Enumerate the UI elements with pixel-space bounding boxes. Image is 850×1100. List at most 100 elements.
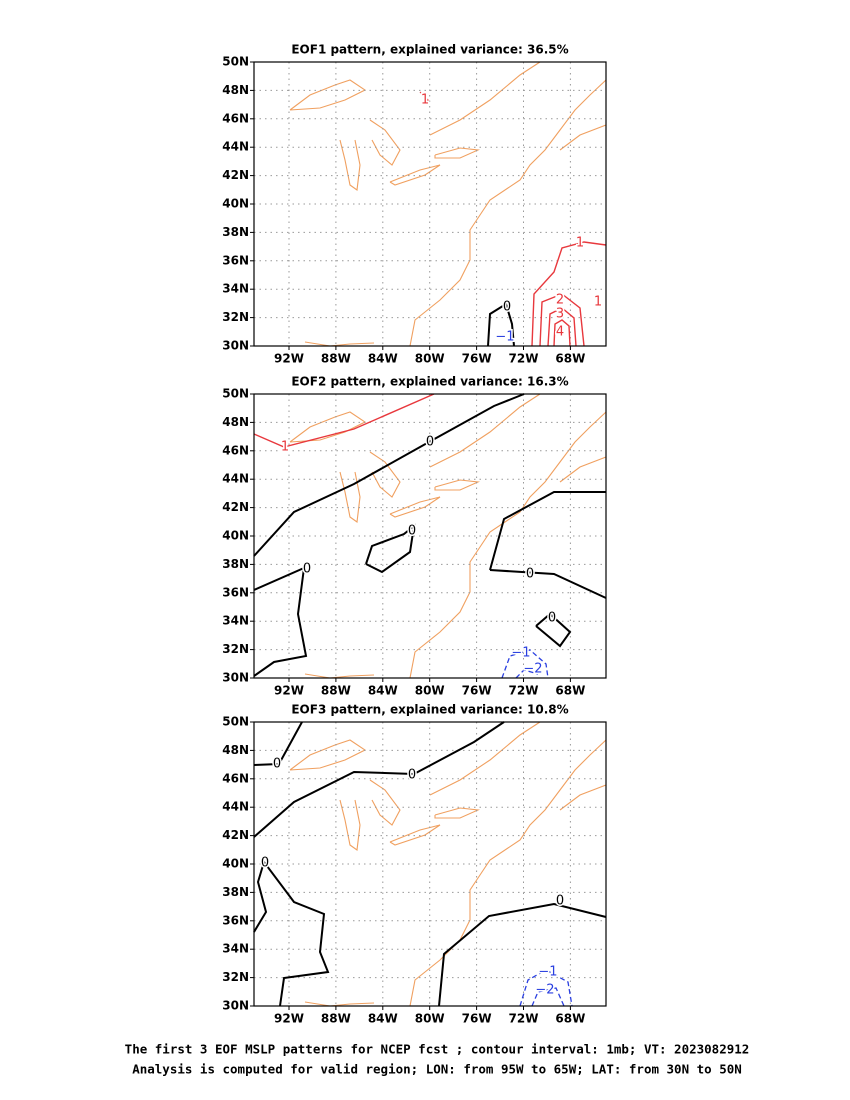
lon-label: 92W <box>274 352 304 366</box>
coastline <box>434 479 481 491</box>
coastline <box>429 61 541 136</box>
coastline <box>304 1001 375 1007</box>
contour-line <box>253 566 308 677</box>
lat-label: 46N <box>222 111 249 125</box>
contour-label: 0 <box>408 524 416 539</box>
lat-label: 40N <box>222 857 249 871</box>
contour-label: 4 <box>556 325 564 340</box>
lat-label: 38N <box>222 557 249 571</box>
lat-label: 40N <box>222 529 249 543</box>
panel-title: EOF1 pattern, explained variance: 36.5% <box>291 43 568 57</box>
contour-label: 3 <box>556 307 564 322</box>
lon-label: 88W <box>321 352 351 366</box>
lon-label: 72W <box>509 684 539 698</box>
contour-line <box>535 612 572 648</box>
footer-line: The first 3 EOF MSLP patterns for NCEP f… <box>125 1042 750 1057</box>
panel-title: EOF3 pattern, explained variance: 10.8% <box>291 703 568 717</box>
contour-label: 0 <box>548 611 556 626</box>
contour-label: 0 <box>426 435 434 450</box>
lat-label: 50N <box>222 715 249 729</box>
lat-label: 36N <box>222 913 249 927</box>
coastline <box>429 393 541 468</box>
contour-label: 1 <box>576 236 584 251</box>
lon-label: 72W <box>509 352 539 366</box>
lat-label: 32N <box>222 970 249 984</box>
lon-label: 72W <box>509 1012 539 1026</box>
contour-label: −1 <box>495 330 514 345</box>
lon-label: 92W <box>274 1012 304 1026</box>
contour-label: 0 <box>526 567 534 582</box>
coastline <box>434 807 481 819</box>
lat-label: 42N <box>222 500 249 514</box>
contour-line <box>519 969 573 1007</box>
map-panel: 0 0 0 0 −1 −2 <box>250 721 607 1010</box>
coastline <box>369 451 401 498</box>
coastline <box>409 411 607 679</box>
contour-line <box>487 302 515 347</box>
coastline <box>429 721 541 796</box>
contour-line <box>539 293 585 347</box>
contour-line <box>253 721 303 766</box>
coastline <box>559 456 607 483</box>
contour-label: 0 <box>303 562 311 577</box>
lon-label: 68W <box>555 352 585 366</box>
lat-label: 44N <box>222 140 249 154</box>
contour-line <box>515 669 539 679</box>
lon-label: 80W <box>415 1012 445 1026</box>
panel-frame <box>253 393 607 679</box>
contour-line <box>253 393 525 557</box>
lon-label: 76W <box>462 684 492 698</box>
coastline <box>304 341 375 347</box>
coastline <box>339 799 361 851</box>
lat-label: 50N <box>222 387 249 401</box>
contour-label: −1 <box>511 646 530 661</box>
contour-label: −2 <box>535 983 554 998</box>
lon-label: 76W <box>462 1012 492 1026</box>
lat-label: 38N <box>222 885 249 899</box>
coastline <box>369 779 401 826</box>
contour-label: 1 <box>281 440 289 455</box>
coastline <box>289 739 367 771</box>
contour-line <box>489 569 607 599</box>
map-panel: 1 0 0 0 0 0 −1−2 <box>250 393 607 682</box>
contour-label: −1 <box>538 965 557 980</box>
lat-label: 42N <box>222 828 249 842</box>
lat-label: 46N <box>222 443 249 457</box>
contour-line <box>253 721 505 838</box>
lat-label: 32N <box>222 310 249 324</box>
contour-line <box>489 491 606 571</box>
coastline <box>559 124 607 151</box>
contour-label: −2 <box>523 662 542 677</box>
lon-label: 84W <box>368 352 398 366</box>
coastline <box>304 673 375 679</box>
lon-label: 80W <box>415 352 445 366</box>
contour-label: 2 <box>556 293 564 308</box>
lon-label: 68W <box>555 1012 585 1026</box>
panel-title: EOF2 pattern, explained variance: 16.3% <box>291 375 568 389</box>
coastline <box>409 739 607 1007</box>
lon-label: 88W <box>321 684 351 698</box>
contour-line <box>365 523 416 574</box>
lat-label: 32N <box>222 642 249 656</box>
lat-label: 46N <box>222 771 249 785</box>
lat-label: 48N <box>222 83 249 97</box>
contour-label: 1 <box>421 93 429 108</box>
lat-label: 36N <box>222 253 249 267</box>
lat-label: 30N <box>222 671 249 685</box>
lon-label: 68W <box>555 684 585 698</box>
coastline <box>389 164 441 186</box>
coastline <box>559 784 607 811</box>
coastline <box>389 496 441 518</box>
lon-label: 84W <box>368 684 398 698</box>
coastline <box>434 147 481 159</box>
contour-line <box>253 393 435 448</box>
contour-line <box>419 91 429 105</box>
lat-label: 30N <box>222 339 249 353</box>
lat-label: 34N <box>222 942 249 956</box>
lon-label: 92W <box>274 684 304 698</box>
lat-label: 44N <box>222 472 249 486</box>
map-panel: 1 1 23 4 1 0 −1 <box>250 61 607 350</box>
lon-label: 80W <box>415 684 445 698</box>
coastline <box>339 139 361 191</box>
coastline <box>289 411 367 443</box>
